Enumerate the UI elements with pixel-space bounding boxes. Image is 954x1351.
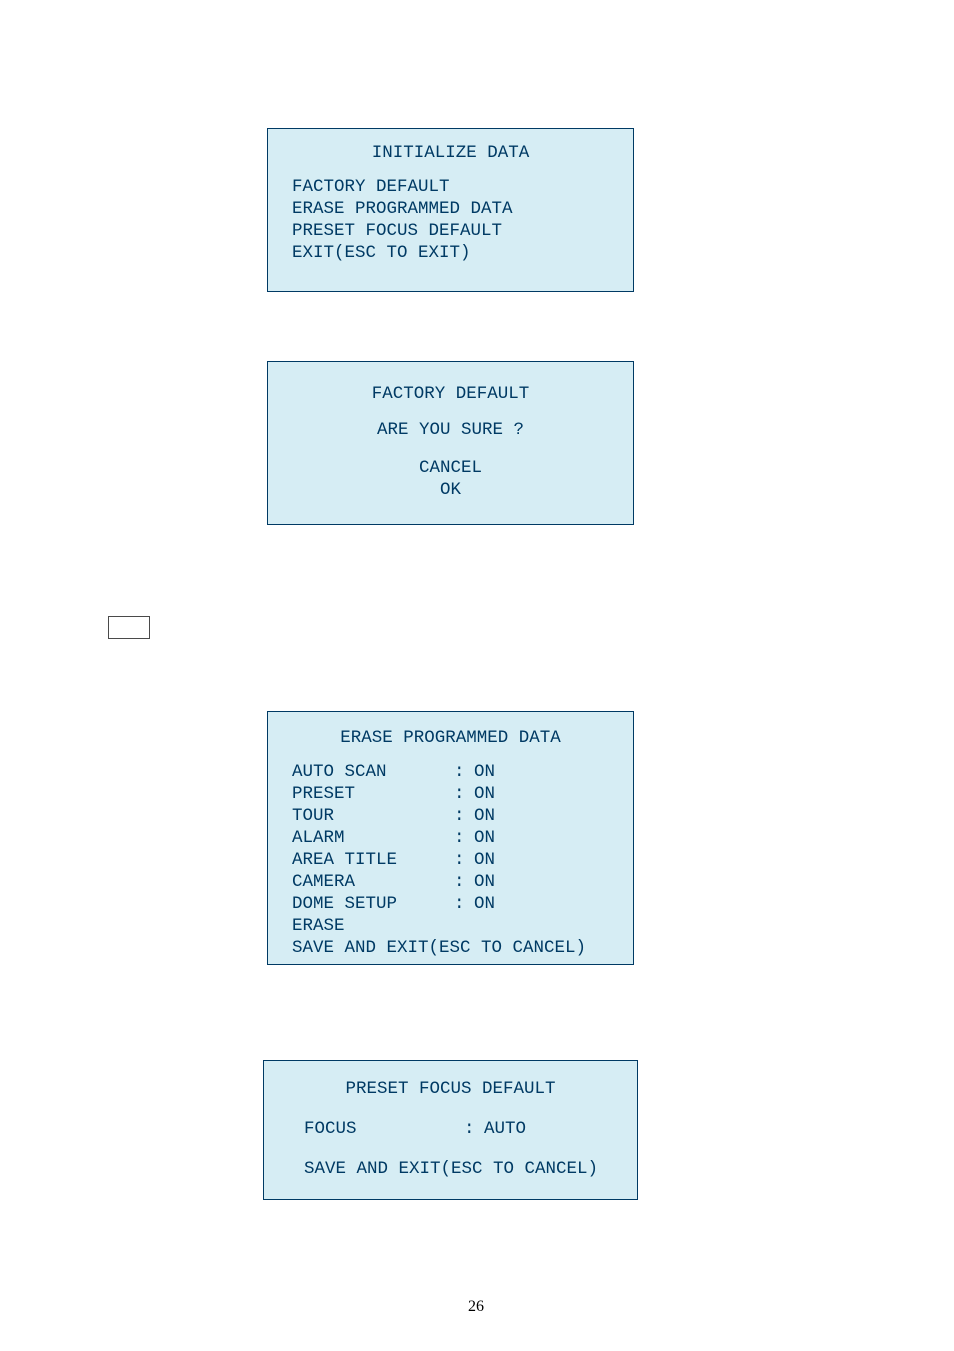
- checkbox[interactable]: [108, 616, 150, 639]
- focus-val[interactable]: AUTO: [484, 1119, 526, 1139]
- row-val-2[interactable]: ON: [474, 806, 495, 826]
- box2-title: FACTORY DEFAULT: [268, 384, 633, 404]
- save-exit-button[interactable]: SAVE AND EXIT(ESC TO CANCEL): [292, 938, 586, 958]
- box1-line-1[interactable]: ERASE PROGRAMMED DATA: [292, 199, 513, 219]
- row-key-6[interactable]: DOME SETUP: [292, 894, 397, 914]
- erase-programmed-data-box: ERASE PROGRAMMED DATA AUTO SCAN : ON PRE…: [267, 711, 634, 965]
- erase-button[interactable]: ERASE: [292, 916, 345, 936]
- cancel-button[interactable]: CANCEL: [268, 458, 633, 478]
- box1-line-2[interactable]: PRESET FOCUS DEFAULT: [292, 221, 502, 241]
- row-val-1[interactable]: ON: [474, 784, 495, 804]
- row-key-1[interactable]: PRESET: [292, 784, 355, 804]
- row-key-5[interactable]: CAMERA: [292, 872, 355, 892]
- row-sep-3: :: [454, 828, 465, 848]
- row-sep-0: :: [454, 762, 465, 782]
- row-key-4[interactable]: AREA TITLE: [292, 850, 397, 870]
- focus-key[interactable]: FOCUS: [304, 1119, 357, 1139]
- page-number: 26: [468, 1298, 484, 1316]
- row-val-5[interactable]: ON: [474, 872, 495, 892]
- focus-sep: :: [464, 1119, 475, 1139]
- box2-question: ARE YOU SURE ?: [268, 420, 633, 440]
- box1-line-0[interactable]: FACTORY DEFAULT: [292, 177, 450, 197]
- row-val-0[interactable]: ON: [474, 762, 495, 782]
- row-sep-2: :: [454, 806, 465, 826]
- box3-title: ERASE PROGRAMMED DATA: [268, 728, 633, 748]
- box4-title: PRESET FOCUS DEFAULT: [264, 1079, 637, 1099]
- row-val-4[interactable]: ON: [474, 850, 495, 870]
- box1-title: INITIALIZE DATA: [268, 143, 633, 163]
- row-sep-5: :: [454, 872, 465, 892]
- row-sep-4: :: [454, 850, 465, 870]
- row-sep-1: :: [454, 784, 465, 804]
- factory-default-box: FACTORY DEFAULT ARE YOU SURE ? CANCEL OK: [267, 361, 634, 525]
- row-key-2[interactable]: TOUR: [292, 806, 334, 826]
- row-val-3[interactable]: ON: [474, 828, 495, 848]
- row-key-3[interactable]: ALARM: [292, 828, 345, 848]
- row-val-6[interactable]: ON: [474, 894, 495, 914]
- box1-line-3[interactable]: EXIT(ESC TO EXIT): [292, 243, 471, 263]
- row-key-0[interactable]: AUTO SCAN: [292, 762, 387, 782]
- row-sep-6: :: [454, 894, 465, 914]
- box4-save-exit[interactable]: SAVE AND EXIT(ESC TO CANCEL): [304, 1159, 598, 1179]
- ok-button[interactable]: OK: [268, 480, 633, 500]
- preset-focus-default-box: PRESET FOCUS DEFAULT FOCUS : AUTO SAVE A…: [263, 1060, 638, 1200]
- initialize-data-box: INITIALIZE DATA FACTORY DEFAULT ERASE PR…: [267, 128, 634, 292]
